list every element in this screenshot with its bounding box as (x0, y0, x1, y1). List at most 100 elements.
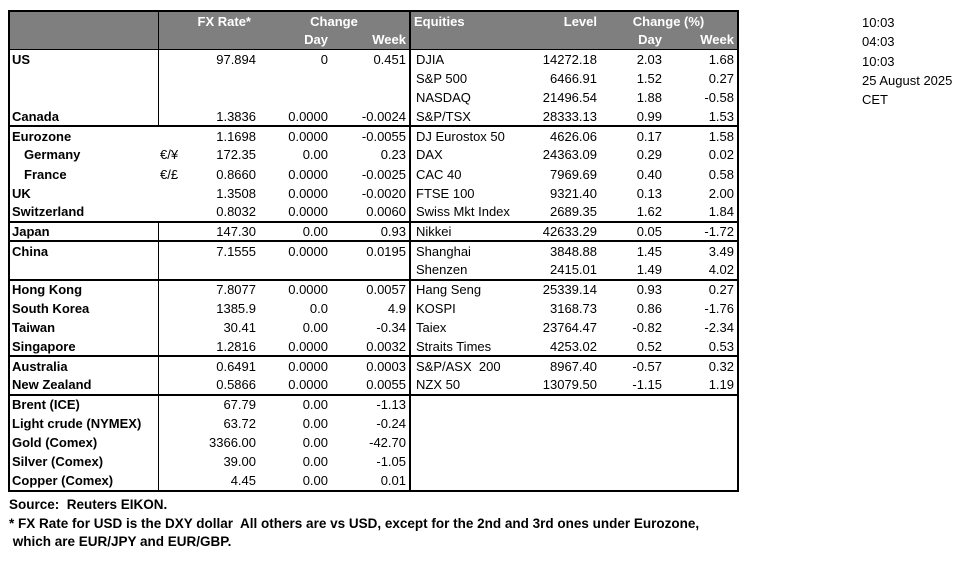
timestamp-line: 04:03 (862, 34, 895, 50)
fx-week-change: -0.0055 (361, 128, 406, 144)
equity-level (520, 433, 600, 452)
equity-level: 42633.29 (520, 222, 600, 243)
equity-week-change (665, 433, 738, 452)
fx-day-change: 0.0000 (259, 375, 331, 396)
row-label: South Korea (12, 300, 90, 316)
fx-pair-symbol (157, 279, 193, 299)
equity-day-change: 1.49 (600, 260, 665, 281)
fx-pair-symbol (157, 337, 193, 358)
fx-week-change: -0.0025 (361, 166, 406, 182)
equities-header: Equities (409, 11, 520, 31)
fx-day-change: 0.00 (302, 416, 328, 432)
equity-day-change: 0.93 (636, 282, 662, 298)
row-label: China (12, 243, 49, 259)
fx-week-change: -42.70 (369, 435, 406, 451)
fx-week-change: -0.34 (376, 320, 406, 336)
equity-level: 2689.35 (520, 202, 600, 224)
fx-day-change: 0.0000 (288, 243, 328, 259)
equity-week-change: 1.68 (708, 51, 734, 67)
fx-week-change: 0.451 (373, 51, 406, 67)
fx-week-change: 0.0057 (366, 282, 406, 298)
fx-week-change: 0.0032 (331, 337, 410, 358)
fx-pair-symbol (157, 68, 193, 88)
equity-level (520, 472, 600, 491)
fx-week-change: 0.0055 (331, 375, 410, 396)
equity-name: DJIA (409, 49, 520, 69)
equity-level: 4626.06 (550, 128, 597, 144)
equity-level: 21496.54 (542, 89, 597, 105)
equity-level: 3168.73 (550, 300, 597, 316)
equity-level (520, 414, 600, 433)
fx-pair-symbol (157, 106, 193, 128)
fx-day-change: 0 (320, 51, 328, 67)
fx-pair-symbol: €/£ (160, 166, 179, 182)
fx-week-change: 4.9 (387, 300, 406, 316)
equity-level: 14272.18 (542, 51, 597, 67)
equity-week-change: -2.34 (704, 320, 734, 336)
fx-rate-value: 63.72 (223, 416, 256, 432)
equity-level: 28333.13 (520, 106, 600, 128)
timestamp-block: 10:03 04:03 10:03 25 August 2025 CET (862, 13, 952, 109)
fx-rate-value (193, 69, 259, 88)
fx-week-change: -0.24 (376, 416, 406, 432)
equity-day-change (600, 395, 665, 414)
equity-name: Taiex (409, 318, 520, 338)
fx-rate-value: 0.8660 (216, 166, 256, 182)
equity-day-change: 0.17 (636, 128, 662, 144)
equity-name: S&P/ASX 200 (409, 356, 520, 376)
fx-week-change (331, 69, 410, 88)
equity-name: S&P 500 (409, 68, 520, 88)
equity-week-change: 0.32 (708, 358, 734, 374)
equity-name: KOSPI (409, 298, 520, 318)
fx-pair-symbol (158, 126, 193, 145)
timestamp-line: 25 August 2025 (862, 72, 953, 88)
equity-name: Nikkei (409, 222, 520, 243)
row-label: New Zealand (9, 375, 158, 396)
fx-week-change: -0.0024 (331, 106, 410, 128)
equity-week-change (665, 395, 738, 414)
row-label: France (24, 166, 67, 182)
fx-day-header: Day (259, 30, 331, 50)
fx-day-change (259, 69, 331, 88)
fx-symbol-subheader-cell (157, 30, 193, 50)
row-label: Australia (12, 358, 68, 374)
fx-pair-symbol (157, 356, 193, 376)
equity-day-change: 0.05 (600, 222, 665, 243)
equity-week-change: 0.53 (665, 337, 738, 358)
row-label: Germany (24, 147, 81, 163)
footnote-line-2: which are EUR/JPY and EUR/GBP. (9, 534, 232, 549)
eq-name-subheader-cell (409, 30, 520, 50)
footnote-line-1: * FX Rate for USD is the DXY dollar All … (9, 515, 700, 531)
fx-pair-symbol (158, 202, 193, 224)
fx-pair-symbol (157, 87, 193, 107)
fx-day-change: 0.00 (302, 320, 328, 336)
equity-name (409, 394, 520, 414)
fx-rate-value: 1.3836 (193, 106, 259, 128)
row-label: UK (12, 185, 31, 201)
equity-name: Hang Seng (409, 279, 520, 299)
eq-week-header: Week (665, 30, 738, 50)
equity-day-change: 0.13 (636, 185, 662, 201)
fx-rate-value: 0.6491 (216, 358, 256, 374)
fx-rate-value: 30.41 (223, 320, 256, 336)
equity-level: 13079.50 (520, 375, 600, 396)
fx-week-change: -0.0020 (361, 185, 406, 201)
fx-day-change: 0.0000 (288, 282, 328, 298)
fx-week-change: 0.93 (331, 222, 410, 243)
timestamp-line: 10:03 (862, 53, 895, 69)
equity-name: NZX 50 (409, 375, 520, 396)
fx-day-change: 0.00 (302, 454, 328, 470)
equity-week-change: 4.02 (665, 260, 738, 281)
equity-day-change: 1.45 (636, 243, 662, 259)
fx-rate-subheader-cell (193, 30, 259, 50)
equity-week-change: 0.27 (708, 282, 734, 298)
fx-week-change: 0.0195 (366, 243, 406, 259)
source-line: Source: Reuters EIKON. (9, 497, 168, 512)
fx-day-change: 0.0000 (288, 166, 328, 182)
equity-day-change: 1.88 (636, 89, 662, 105)
fx-rate-value: 7.1555 (216, 243, 256, 259)
eq-day-header: Day (600, 30, 665, 50)
eq-level-subheader-cell (520, 30, 600, 50)
equity-level (520, 452, 600, 471)
